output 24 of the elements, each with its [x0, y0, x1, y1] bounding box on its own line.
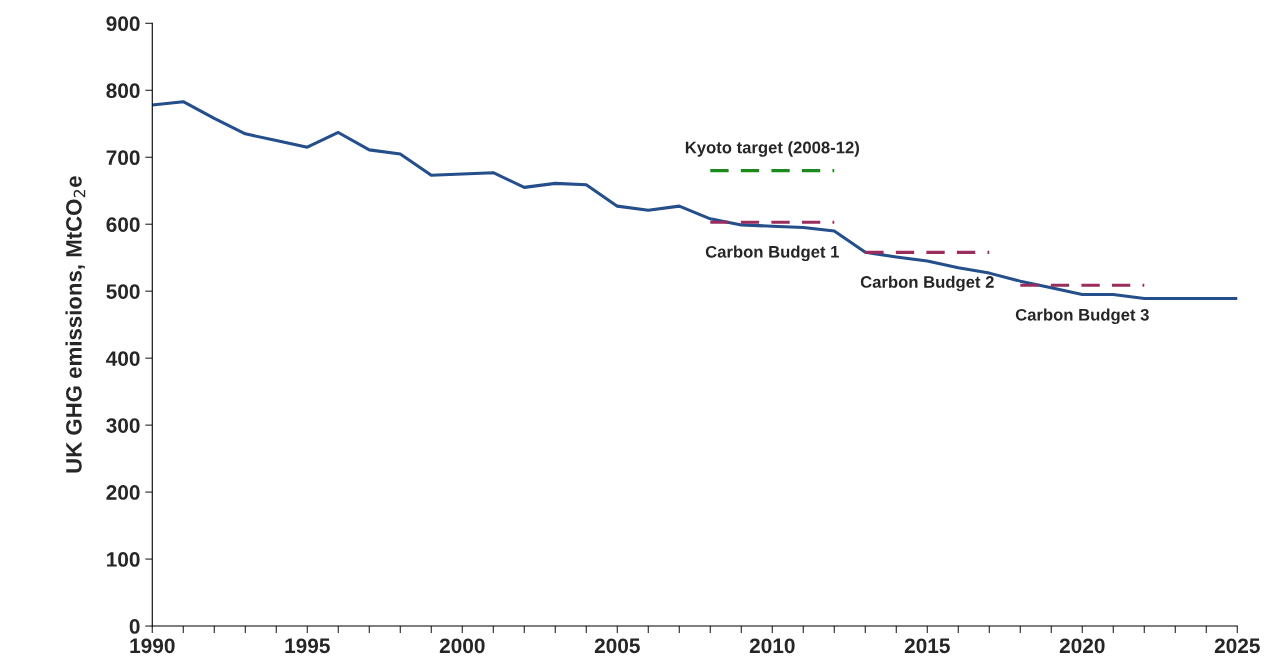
x-tick-label: 1995: [285, 638, 330, 654]
line-series: [152, 100, 1238, 301]
series-label: Carbon Budget 2: [860, 275, 994, 292]
x-tick-label: 1990: [130, 638, 175, 654]
y-tick-label: 200: [106, 485, 140, 500]
y-tick-label: 300: [106, 418, 140, 433]
x-tick-label: 2005: [594, 638, 640, 654]
y-tick-label: 900: [106, 16, 140, 32]
y-tick-label: 100: [107, 552, 140, 567]
x-tick-label: 2015: [904, 638, 950, 654]
y-tick-label: 700: [106, 150, 140, 165]
x-tick-label: 2020: [1059, 638, 1105, 654]
y-tick-label: 500: [106, 284, 140, 299]
y-tick-label: 600: [106, 217, 140, 232]
series-label: Carbon Budget 3: [1015, 308, 1149, 325]
y-tick-label: 0: [129, 619, 140, 634]
series-label: Carbon Budget 1: [705, 245, 839, 262]
x-tick-label: 2010: [749, 638, 795, 654]
y-axis-title: UK GHG emissions, MtCO$_{2}$e: [65, 176, 86, 473]
y-tick-label: 800: [106, 83, 140, 99]
y-tick-label: 400: [106, 351, 140, 366]
x-tick-label: 2000: [439, 638, 485, 654]
series-label: Kyoto target (2008-12): [685, 141, 859, 157]
x-tick-label: 2025: [1214, 638, 1260, 654]
